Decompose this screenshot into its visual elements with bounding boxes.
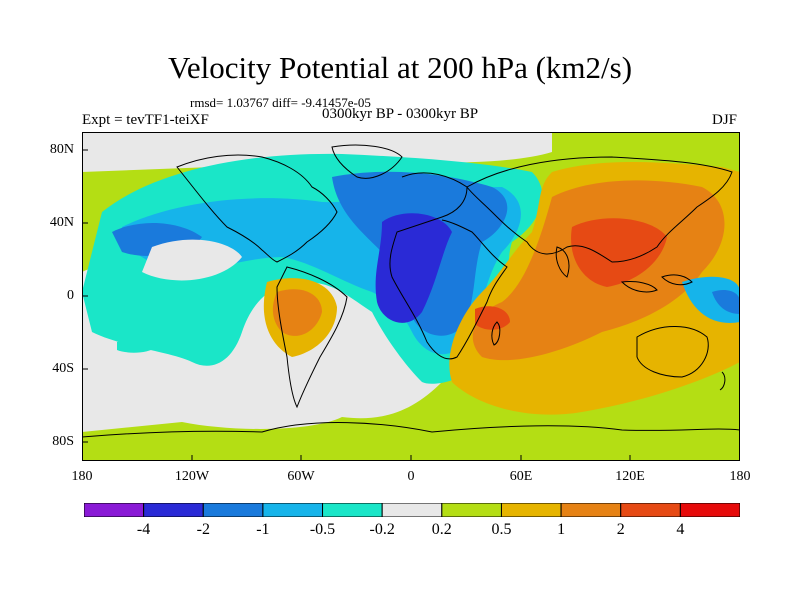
- stats-text: rmsd= 1.03767 diff= -9.41457e-05: [190, 95, 371, 110]
- contour-fields: [82, 132, 740, 432]
- velocity-potential-map: [82, 132, 740, 461]
- y-label-80s: 80S: [52, 434, 74, 449]
- colorbar-label: 1: [557, 521, 566, 538]
- colorbar-swatch: [441, 503, 502, 517]
- coastlines: [82, 144, 740, 438]
- colorbar-label: 2: [616, 521, 625, 538]
- experiment-label: Expt = tevTF1-teiXF: [82, 112, 209, 128]
- colorbar-swatch: [143, 503, 204, 517]
- colorbar-label: -0.5: [309, 521, 336, 538]
- colorbar-swatch: [202, 503, 264, 517]
- x-label-60e: 60E: [509, 469, 533, 484]
- y-label-0: 0: [67, 288, 74, 303]
- colorbar-label: 0.2: [431, 521, 452, 538]
- colorbar-swatch: [620, 503, 681, 517]
- x-label-180-east: 180: [729, 469, 751, 484]
- colorbar-swatch: [381, 503, 443, 517]
- period-label: 0300kyr BP - 0300kyr BP: [322, 106, 479, 122]
- x-label-120w: 120W: [174, 469, 210, 484]
- colorbar-label: -2: [196, 521, 210, 538]
- colorbar-label: -0.2: [369, 521, 395, 538]
- x-label-60w: 60W: [287, 469, 315, 484]
- colorbar-swatch: [560, 503, 622, 517]
- colorbar-swatch: [500, 503, 562, 517]
- colorbar-label: -1: [256, 521, 270, 538]
- axis-ticks: [82, 149, 631, 461]
- y-label-80n: 80N: [49, 142, 74, 157]
- colorbar-swatch: [84, 503, 145, 517]
- chart-title: Velocity Potential at 200 hPa (km2/s): [167, 50, 633, 85]
- colorbar: [84, 503, 740, 517]
- colorbar-swatch: [262, 503, 324, 517]
- colorbar-label: 0.5: [491, 521, 512, 538]
- x-label-0: 0: [407, 469, 415, 484]
- x-label-180-west: 180: [71, 469, 93, 484]
- colorbar-label: 4: [676, 521, 685, 538]
- season-label: DJF: [712, 112, 738, 128]
- colorbar-swatch: [322, 503, 383, 517]
- colorbar-swatch: [679, 503, 740, 517]
- y-label-40n: 40N: [49, 215, 74, 230]
- colorbar-label: -4: [136, 521, 151, 538]
- y-label-40s: 40S: [52, 361, 74, 376]
- x-label-120e: 120E: [615, 469, 645, 484]
